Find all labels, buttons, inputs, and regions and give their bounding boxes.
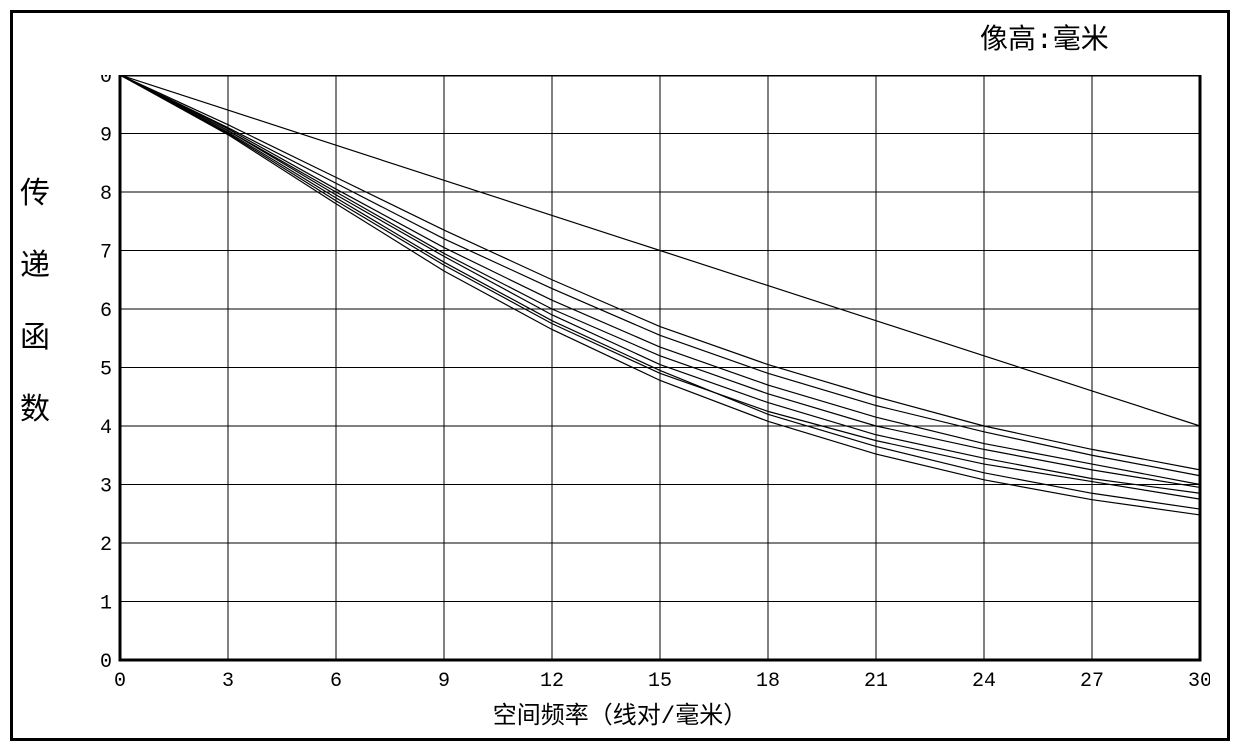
x-axis-title: 空间频率（线对/毫米） [0,695,1240,731]
x-tick-label: 18 [756,670,780,693]
y-axis-title: 传 递 函 数 [20,160,50,448]
y-tick-label: 1.0 [100,75,112,89]
x-tick-label: 3 [222,670,234,693]
y-tick-label: 0.1 [100,593,112,616]
y-tick-label: 0.8 [100,183,112,206]
y-tick-label: 0.4 [100,417,112,440]
y-tick-label: 0.9 [100,125,112,148]
plot-area: 0369121518212427300.00.10.20.30.40.50.60… [100,75,1210,660]
y-tick-label: 0.3 [100,476,112,499]
y-tick-label: 0.5 [100,359,112,382]
x-tick-label: 12 [540,670,564,693]
x-tick-label: 9 [438,670,450,693]
x-tick-label: 24 [972,670,996,693]
y-axis-char: 递 [20,232,50,304]
y-axis-char: 函 [20,304,50,376]
y-tick-label: 0.7 [100,242,112,265]
x-tick-label: 15 [648,670,672,693]
x-tick-label: 21 [864,670,888,693]
x-tick-label: 0 [114,670,126,693]
x-tick-label: 27 [1080,670,1104,693]
y-axis-char: 数 [20,376,50,448]
y-tick-label: 0.6 [100,300,112,323]
y-tick-label: 0.2 [100,534,112,557]
x-tick-label: 30 [1188,670,1210,693]
x-tick-label: 6 [330,670,342,693]
mtf-chart-svg: 0 3 6 9 12 15 18 21 24 27 30 0.0 0.1 0.2 0.3 0.4 0.5 0.6 0… [100,75,1210,715]
y-tick-label: 0.0 [100,651,112,674]
y-axis-char: 传 [20,160,50,232]
